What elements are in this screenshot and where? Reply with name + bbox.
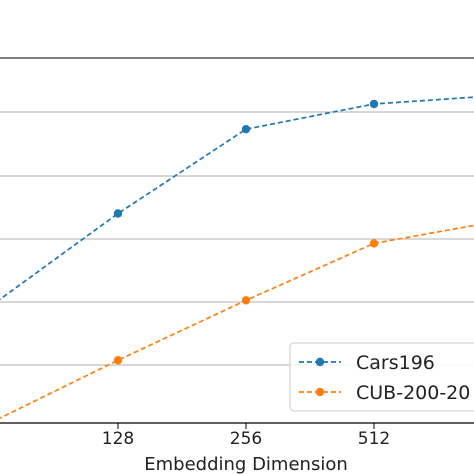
legend-label-cub: CUB-200-20	[356, 382, 470, 404]
series-1-point-512	[369, 239, 379, 248]
x-axis-label: Embedding Dimension	[144, 454, 348, 474]
series-0-point-128	[113, 209, 123, 218]
series-group	[0, 96, 474, 420]
x-tick-label-512: 512	[358, 429, 390, 449]
legend: Cars196 CUB-200-20	[289, 342, 474, 412]
legend-marker-cub	[315, 387, 325, 397]
x-tick-label-256: 256	[230, 429, 262, 449]
series-0-point-512	[369, 99, 379, 109]
series-line-0	[0, 96, 474, 301]
gridlines	[0, 111, 474, 366]
series-1-point-128	[113, 356, 123, 365]
legend-label-cars196: Cars196	[356, 352, 435, 374]
series-0-point-256	[241, 124, 251, 134]
x-ticks: 128 256 512	[102, 423, 390, 449]
x-tick-label-128: 128	[102, 429, 134, 449]
legend-box	[289, 342, 474, 412]
legend-marker-cars196	[315, 357, 325, 367]
series-1-point-256	[241, 296, 251, 305]
